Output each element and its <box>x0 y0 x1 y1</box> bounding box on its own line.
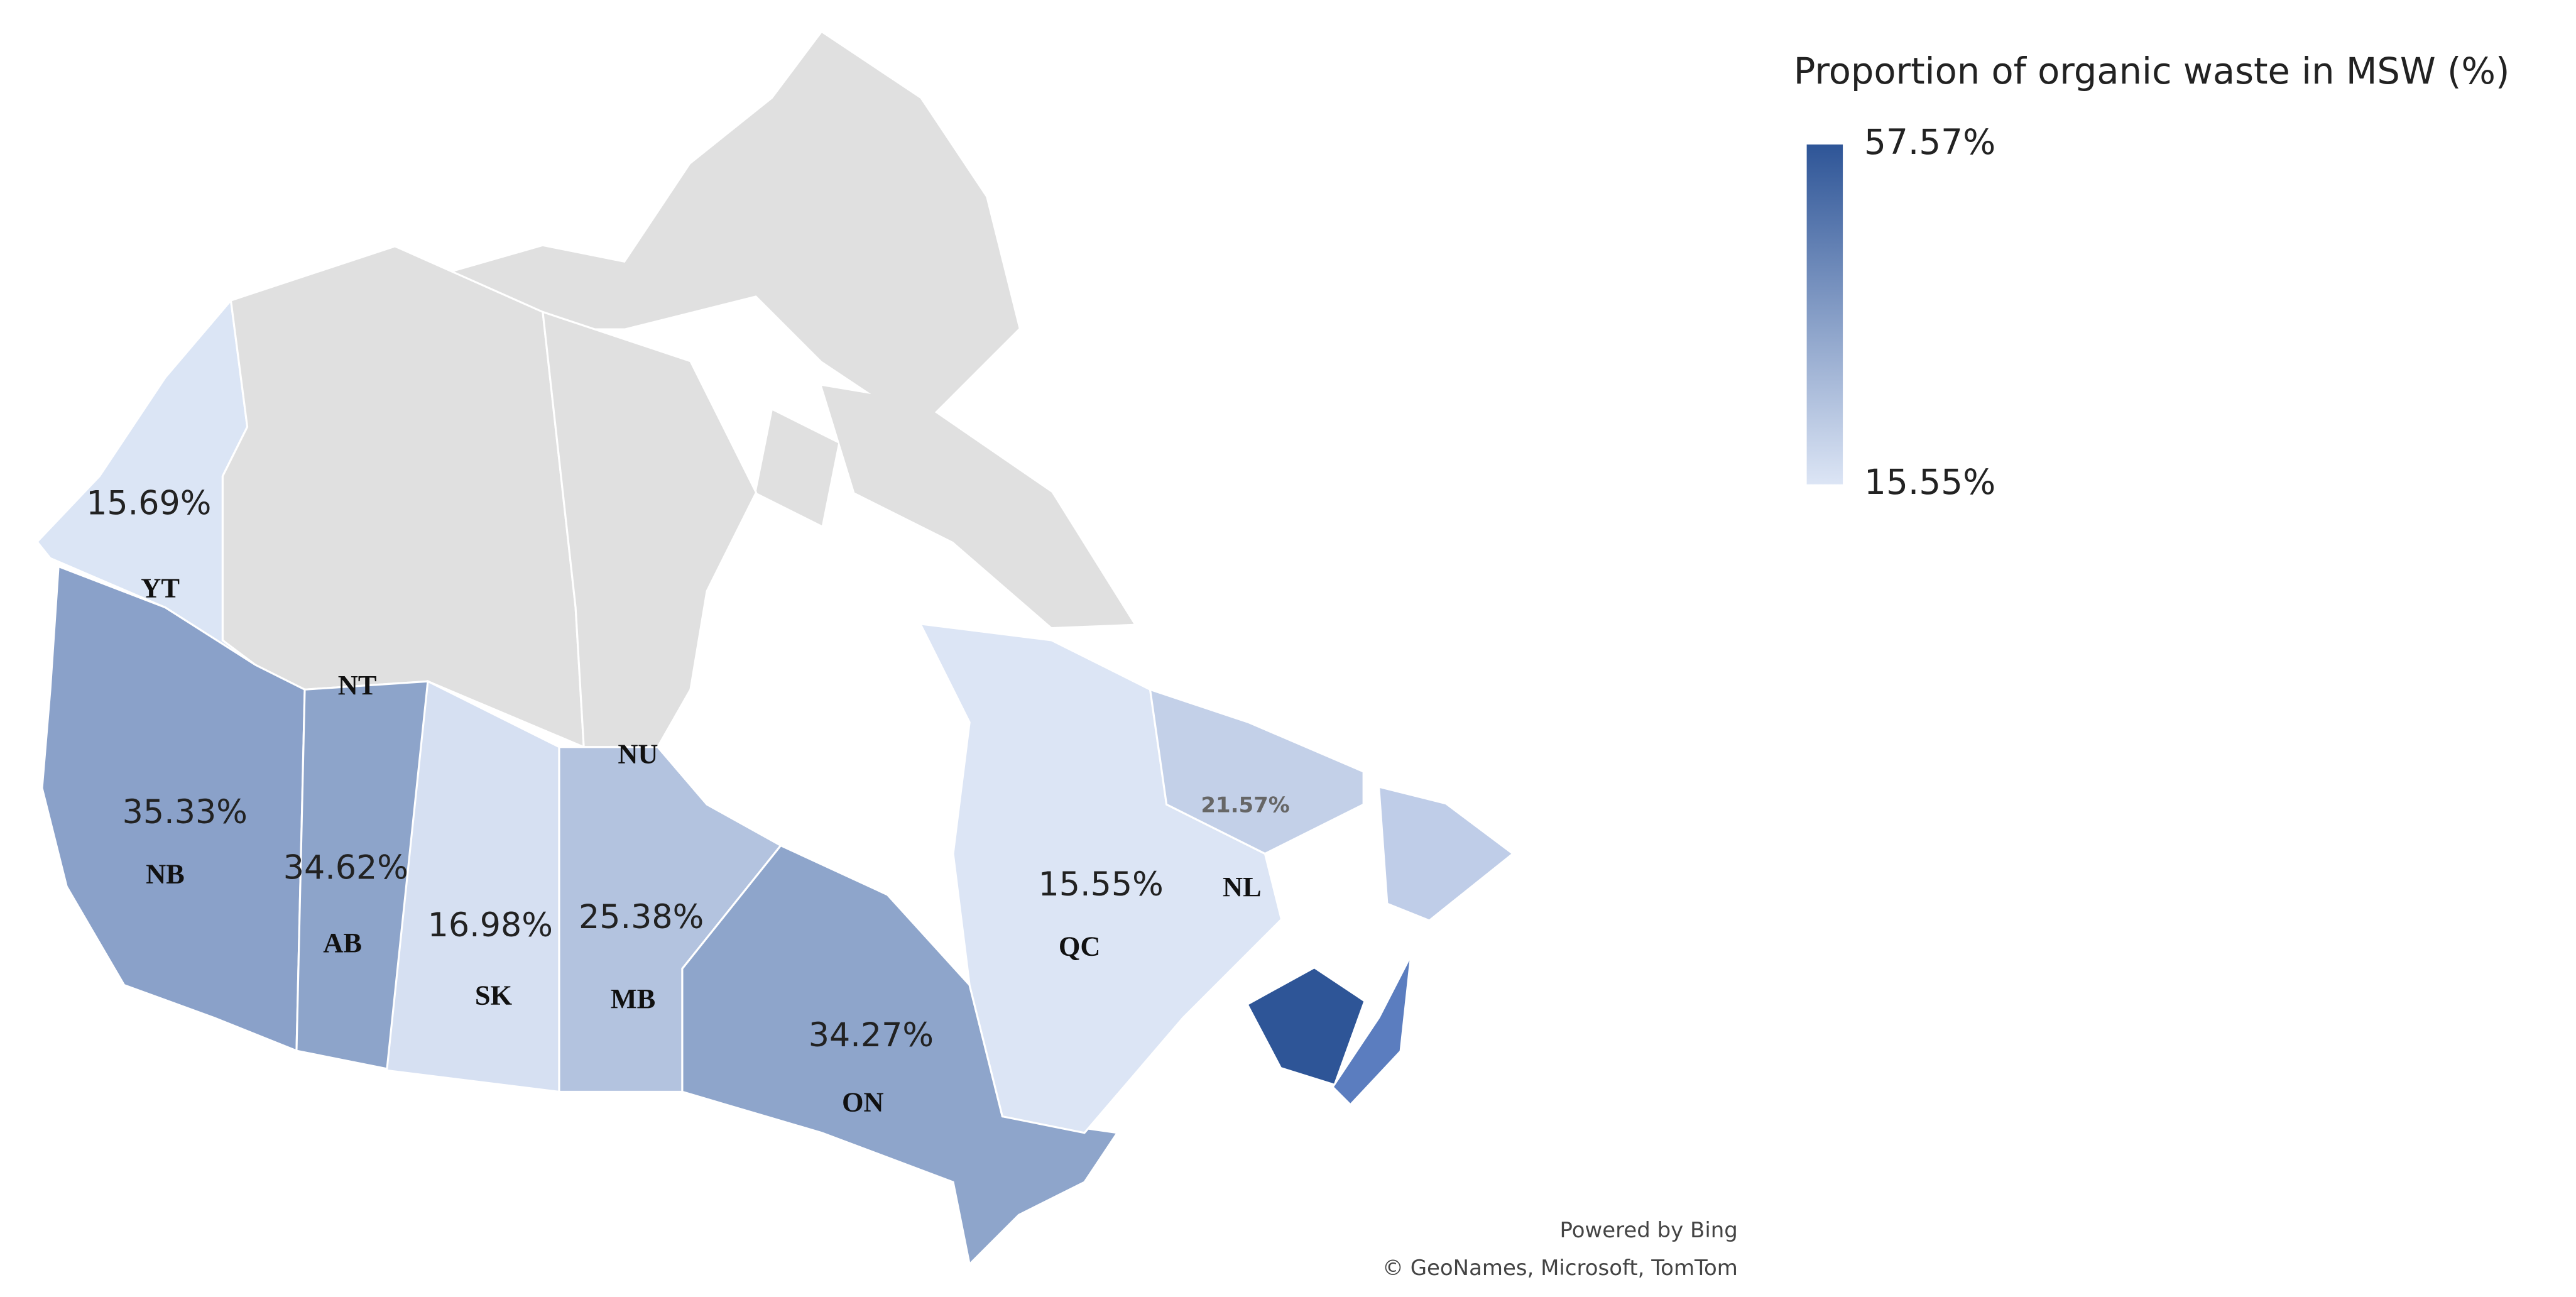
region-code: MB <box>611 983 656 1014</box>
region <box>41 565 306 1053</box>
region-code: NB <box>146 858 185 889</box>
region <box>542 310 758 748</box>
region-code: NL <box>1223 871 1262 902</box>
value-label: 25.38% <box>579 899 704 936</box>
region-code: QC <box>1059 930 1101 961</box>
region-code: ON <box>842 1086 884 1118</box>
attribution: Powered by Bing <box>1559 1218 1737 1243</box>
region-code: SK <box>475 980 513 1011</box>
value-label: 15.55% <box>1039 866 1164 904</box>
region-code: NU <box>618 738 658 770</box>
value-label: 35.33% <box>123 794 248 831</box>
value-label: 34.27% <box>809 1017 934 1054</box>
island <box>756 410 839 526</box>
region-code: YT <box>141 572 180 604</box>
region <box>1149 688 1365 855</box>
value-label: 15.69% <box>86 485 211 523</box>
region-code: AB <box>323 927 362 958</box>
regions <box>36 245 1365 1266</box>
island <box>822 385 1134 628</box>
new-brunswick <box>1248 968 1364 1084</box>
legend-label: 57.57% <box>1864 122 1995 162</box>
labels: 15.69% YT NT NU 35.33% NB 34.62% AB 16.98% SK 25.3… <box>86 485 1290 1118</box>
nova-scotia <box>1334 960 1410 1103</box>
value-label: 21.57% <box>1201 792 1289 818</box>
value-label: 34.62% <box>283 850 408 887</box>
value-label: 16.98% <box>428 907 553 944</box>
region <box>221 245 585 749</box>
newfoundland <box>1380 788 1512 920</box>
attribution: © GeoNames, Microsoft, TomTom <box>1382 1256 1738 1281</box>
region-code: NT <box>338 669 377 701</box>
legend-title: Proportion of organic waste in MSW (%) <box>1794 50 2510 92</box>
legend-label: 15.55% <box>1864 462 1995 502</box>
legend-bar <box>1806 144 1843 484</box>
